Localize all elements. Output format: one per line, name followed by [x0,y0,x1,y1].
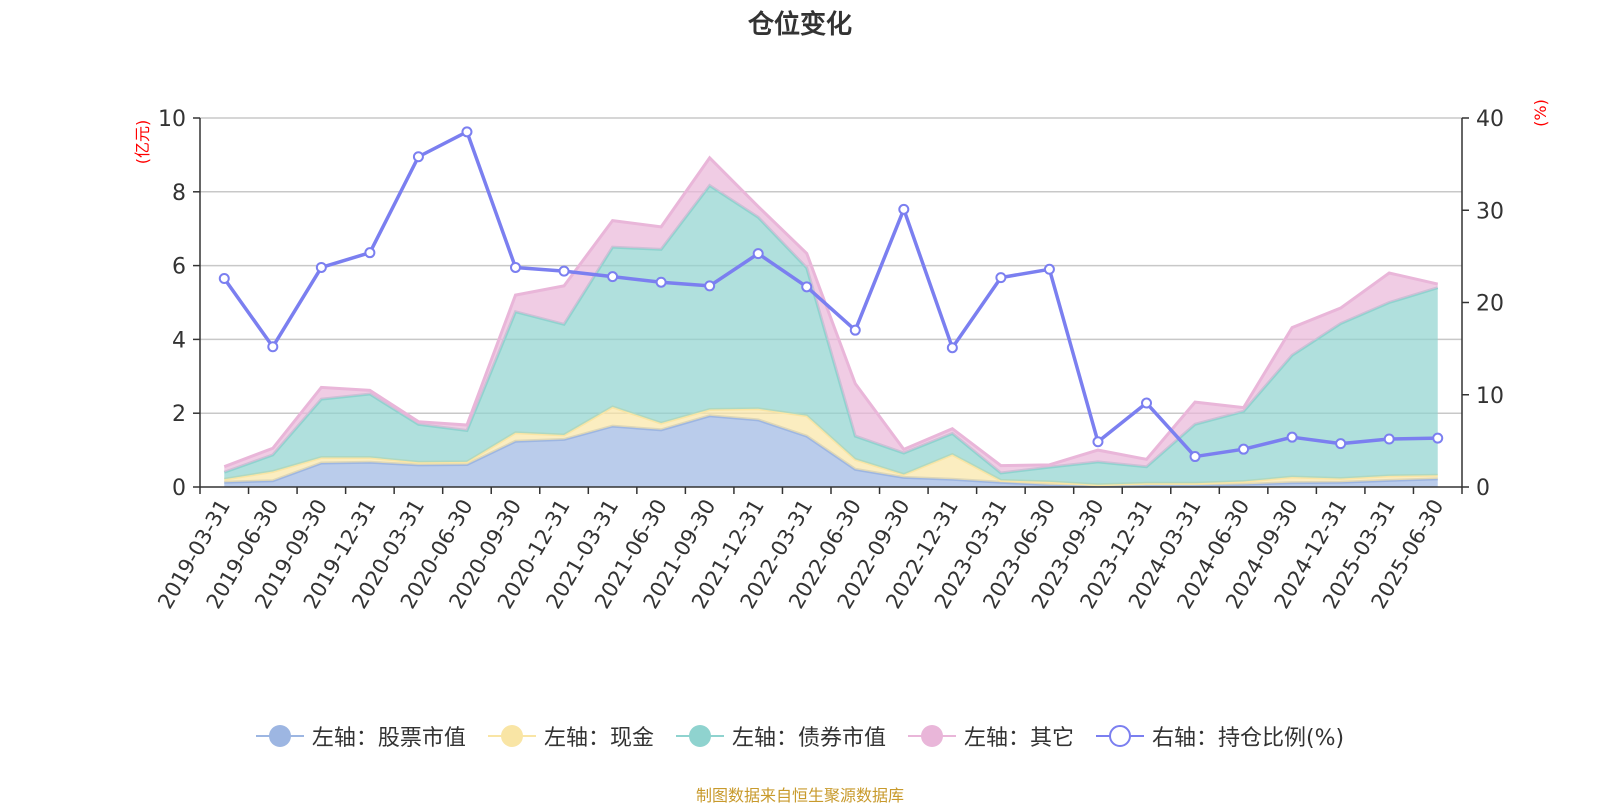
y-right-tick-label: 0 [1476,476,1490,501]
ratio-point [704,280,716,292]
data-source-note: 制图数据来自恒生聚源数据库 [695,786,904,805]
ratio-point [1043,263,1055,275]
y-right-tick-label: 30 [1476,199,1504,224]
ratio-point [558,265,570,277]
y-left-tick-label: 8 [172,181,186,206]
y-left-tick-label: 10 [158,107,186,132]
ratio-point [1092,436,1104,448]
y-left-tick-label: 4 [172,328,186,353]
chart-title: 仓位变化 [747,10,852,40]
chart-legend: 左轴：股票市值 左轴：现金 左轴：债券市值 左轴：其它 右轴：持仓比例(%) [0,720,1600,752]
legend-item-bond[interactable]: 左轴：债券市值 [675,720,886,752]
legend-item-ratio[interactable]: 右轴：持仓比例(%) [1095,720,1345,752]
ratio-point [461,126,473,138]
y-right-unit-label: (%) [1531,99,1550,127]
legend-label-bond: 左轴：债券市值 [731,726,886,751]
ratio-point [315,261,327,273]
y-left-tick-label: 0 [172,476,186,501]
y-left-unit-label: (亿元) [133,120,152,165]
legend-item-cash[interactable]: 左轴：现金 [487,720,654,752]
ratio-point [655,276,667,288]
ratio-point [1335,438,1347,450]
ratio-point [801,281,813,293]
y-right-tick-label: 40 [1476,107,1504,132]
ratio-point [946,342,958,354]
ratio-point [1383,433,1395,445]
legend-item-other[interactable]: 左轴：其它 [907,720,1074,752]
ratio-point [510,261,521,273]
legend-marker-bond [675,724,724,748]
ratio-point [898,203,910,215]
area-cash [224,406,1438,486]
ratio-point [218,273,230,285]
legend-item-stock[interactable]: 左轴：股票市值 [255,720,466,752]
ratio-point [412,151,424,163]
legend-marker-ratio [1095,724,1144,748]
y-right-tick-label: 20 [1476,292,1504,317]
ratio-point [995,272,1007,284]
y-left-tick-label: 6 [172,255,186,280]
legend-label-ratio: 右轴：持仓比例(%) [1151,726,1345,751]
ratio-line [222,130,1438,459]
ratio-point [1141,397,1152,409]
ratio-point [1189,451,1201,463]
legend-label-other: 左轴：其它 [963,726,1074,751]
legend-marker-stock [255,724,304,748]
ratio-point [1286,431,1298,443]
legend-marker-other [907,724,956,748]
area-stock [224,415,1438,487]
legend-marker-cash [487,724,536,748]
chart-area: 02468100102030402019-03-312019-06-302019… [133,99,1550,613]
area-stock-edge [224,414,1438,488]
ratio-point [752,248,764,260]
ratio-point [1432,432,1444,444]
legend-label-stock: 左轴：股票市值 [311,726,466,751]
legend-label-cash: 左轴：现金 [543,726,654,751]
ratio-point [364,247,376,259]
area-other-edge [223,155,1439,469]
y-right-tick-label: 10 [1476,384,1504,409]
ratio-point [607,271,619,283]
ratio-point [849,324,861,336]
y-left-tick-label: 2 [172,402,186,427]
area-bond [224,185,1438,485]
ratio-point [267,341,279,353]
ratio-point [1238,443,1250,455]
